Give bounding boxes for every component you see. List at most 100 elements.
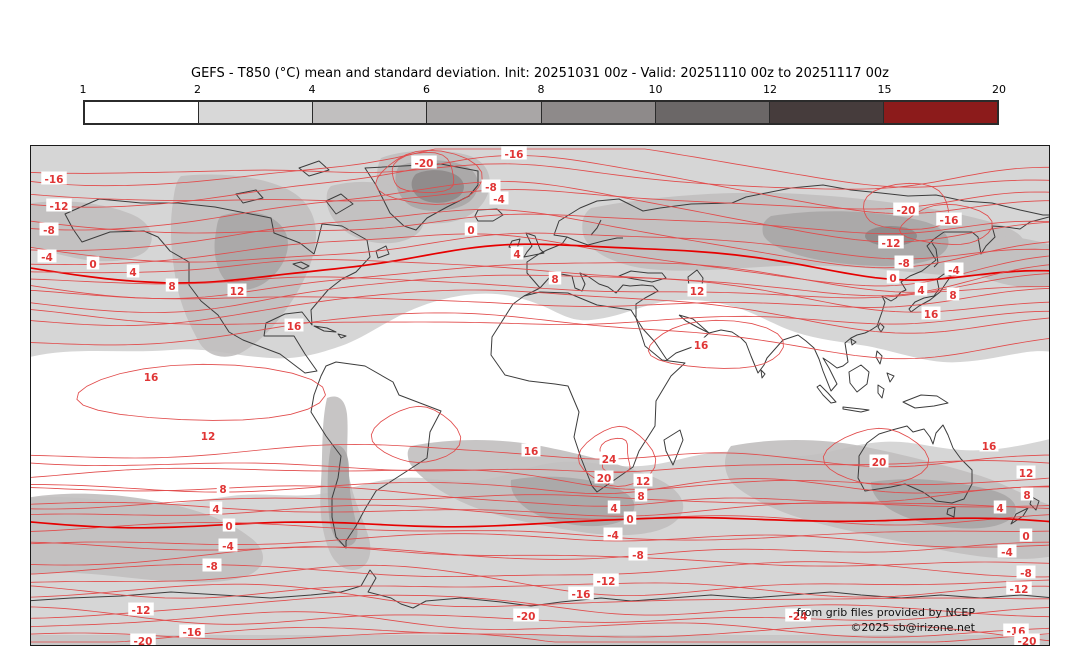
contour-label: -8: [628, 547, 648, 562]
contour-label: -12: [593, 573, 619, 588]
contour-label: 16: [141, 369, 161, 384]
contour-label: 0: [464, 222, 478, 237]
contour-label: -24: [785, 608, 811, 623]
contour-label: -8: [481, 179, 501, 194]
contour-label: 16: [979, 438, 999, 453]
svg-text:8: 8: [168, 281, 175, 293]
svg-text:8: 8: [949, 290, 956, 302]
svg-text:4: 4: [996, 503, 1003, 515]
svg-text:-8: -8: [206, 561, 218, 573]
contour-label: 8: [165, 278, 179, 293]
svg-text:4: 4: [513, 249, 520, 261]
svg-text:16: 16: [524, 446, 539, 458]
contour-label: 0: [623, 511, 637, 526]
svg-text:12: 12: [201, 431, 216, 443]
contour-label: -8: [894, 255, 914, 270]
contour-lines: [31, 148, 1049, 643]
colorbar-tick: 1: [79, 83, 87, 96]
contour-line: [31, 189, 1049, 210]
contour-label: -20: [893, 202, 919, 217]
colorbar-tick: 4: [308, 83, 316, 96]
svg-text:4: 4: [917, 285, 924, 297]
contour-line: [31, 494, 1049, 510]
contour-label: -16: [41, 171, 67, 186]
contour-label: -4: [944, 262, 964, 277]
contour-label: -20: [411, 155, 437, 170]
contour-line: [31, 533, 1049, 548]
svg-text:0: 0: [225, 521, 232, 533]
colorbar-segment: [883, 102, 997, 123]
colorbar-segment: [769, 102, 884, 123]
contour-label: -12: [46, 198, 72, 213]
svg-text:-4: -4: [948, 265, 960, 277]
colorbar-tick: 6: [423, 83, 430, 96]
contour-label: -4: [603, 527, 623, 542]
contour-label: -12: [128, 602, 154, 617]
contour-label: 4: [209, 501, 223, 516]
contour-label: 16: [691, 337, 711, 352]
contour-label: 0: [1019, 528, 1033, 543]
contour-line: [31, 163, 1049, 190]
contour-label: -20: [1014, 633, 1040, 645]
contour-label: 24: [599, 451, 619, 466]
svg-text:-4: -4: [607, 530, 619, 542]
svg-text:0: 0: [89, 259, 96, 271]
contour-label: -16: [179, 624, 205, 639]
svg-text:24: 24: [602, 454, 617, 466]
contour-line: [31, 262, 1049, 300]
colorbar-tick: 10: [648, 83, 663, 96]
colorbar-ticks: 1 2 4 6 8 10 12 15 20: [0, 83, 1080, 97]
svg-text:16: 16: [982, 441, 997, 453]
svg-text:8: 8: [219, 484, 226, 496]
svg-text:4: 4: [212, 504, 219, 516]
colorbar-tick: 20: [992, 83, 1006, 96]
svg-text:8: 8: [1023, 490, 1030, 502]
contour-label: -4: [218, 538, 238, 553]
contour-label: -12: [878, 235, 904, 250]
svg-text:-8: -8: [632, 550, 644, 562]
svg-text:8: 8: [551, 274, 558, 286]
contour-label: 12: [198, 428, 218, 443]
svg-text:20: 20: [872, 457, 887, 469]
contour-label: -8: [1016, 565, 1036, 580]
contour-line: [577, 425, 657, 487]
svg-text:4: 4: [610, 503, 617, 515]
colorbar-tick: 12: [763, 83, 777, 96]
svg-text:0: 0: [1022, 531, 1029, 543]
svg-text:-20: -20: [134, 636, 153, 645]
contour-line: [31, 516, 1049, 529]
contour-line: [76, 363, 326, 421]
contour-label: 8: [216, 481, 230, 496]
contour-line: [370, 405, 462, 463]
contour-line: [31, 233, 1049, 287]
contour-label: -8: [39, 222, 59, 237]
svg-text:20: 20: [597, 473, 612, 485]
svg-text:-20: -20: [897, 205, 916, 217]
contour-line: [31, 243, 1049, 284]
contour-line: [31, 289, 1049, 334]
svg-text:12: 12: [636, 476, 651, 488]
contour-line: [31, 478, 1049, 495]
svg-text:-4: -4: [493, 194, 505, 206]
contour-line: [31, 521, 1049, 541]
contour-line: [31, 611, 1049, 638]
contour-label: 12: [687, 283, 707, 298]
contour-label: 8: [946, 287, 960, 302]
contour-label: -16: [501, 146, 527, 161]
svg-text:-24: -24: [789, 611, 808, 623]
svg-text:-12: -12: [882, 238, 901, 250]
svg-text:0: 0: [626, 514, 633, 526]
credit-copyright: ©2025 sb@irizone.net: [850, 621, 975, 634]
svg-text:0: 0: [889, 273, 896, 285]
contour-label: 12: [1016, 465, 1036, 480]
svg-text:16: 16: [144, 372, 159, 384]
svg-text:16: 16: [287, 321, 302, 333]
contour-label: 16: [521, 443, 541, 458]
credit-ncep: from grib files provided by NCEP: [796, 606, 975, 619]
contour-line: [31, 561, 1049, 578]
colorbar-segment: [199, 102, 314, 123]
contour-label: 12: [227, 283, 247, 298]
svg-text:-4: -4: [41, 252, 53, 264]
